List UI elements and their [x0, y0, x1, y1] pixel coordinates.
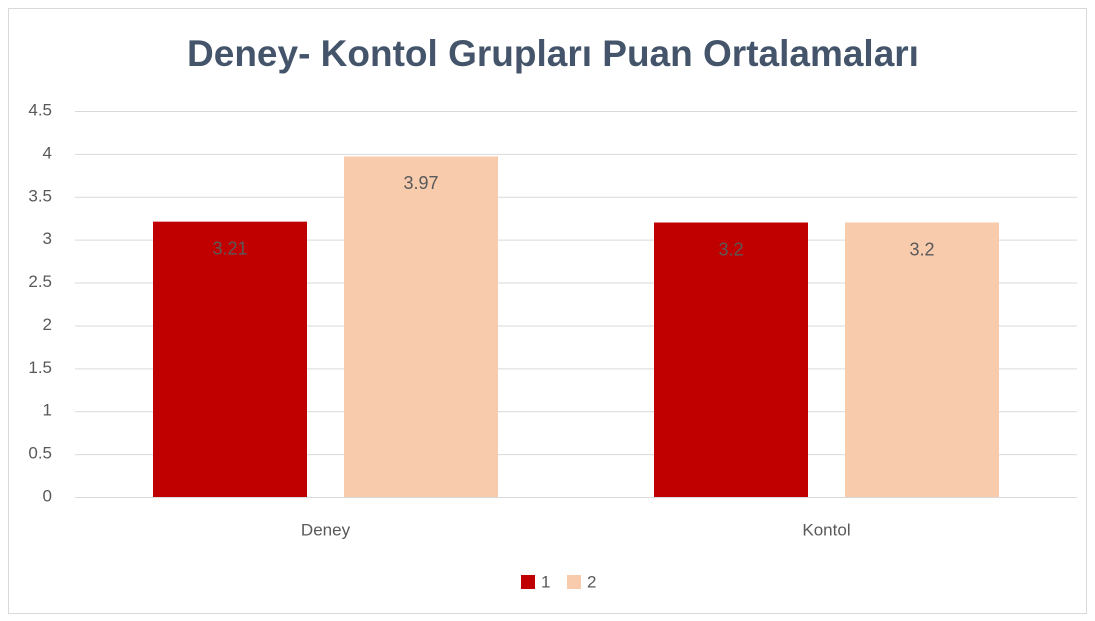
data-label: 3.2: [718, 239, 743, 259]
x-tick-label: Kontol: [802, 520, 850, 539]
bar: [153, 221, 307, 498]
legend-label: 1: [541, 572, 550, 591]
y-tick-label: 0: [43, 486, 52, 505]
y-tick-label: 3.5: [28, 186, 52, 205]
y-tick-label: 0.5: [28, 444, 52, 463]
bar: [654, 222, 808, 497]
y-tick-label: 2: [43, 315, 52, 334]
legend-swatch: [521, 575, 535, 589]
y-tick-label: 1: [43, 401, 52, 420]
x-tick-label: Deney: [301, 520, 351, 539]
data-label: 3.21: [212, 238, 247, 258]
data-label: 3.97: [403, 173, 438, 193]
legend-swatch: [567, 575, 581, 589]
y-tick-label: 3: [43, 229, 52, 248]
data-label: 3.2: [909, 239, 934, 259]
bar: [845, 222, 999, 497]
legend-label: 2: [587, 572, 596, 591]
y-tick-label: 4: [43, 143, 52, 162]
chart-title: Deney- Kontol Grupları Puan Ortalamaları: [187, 33, 919, 74]
y-tick-label: 4.5: [28, 100, 52, 119]
y-tick-label: 1.5: [28, 358, 52, 377]
y-tick-label: 2.5: [28, 272, 52, 291]
bar: [344, 156, 498, 497]
